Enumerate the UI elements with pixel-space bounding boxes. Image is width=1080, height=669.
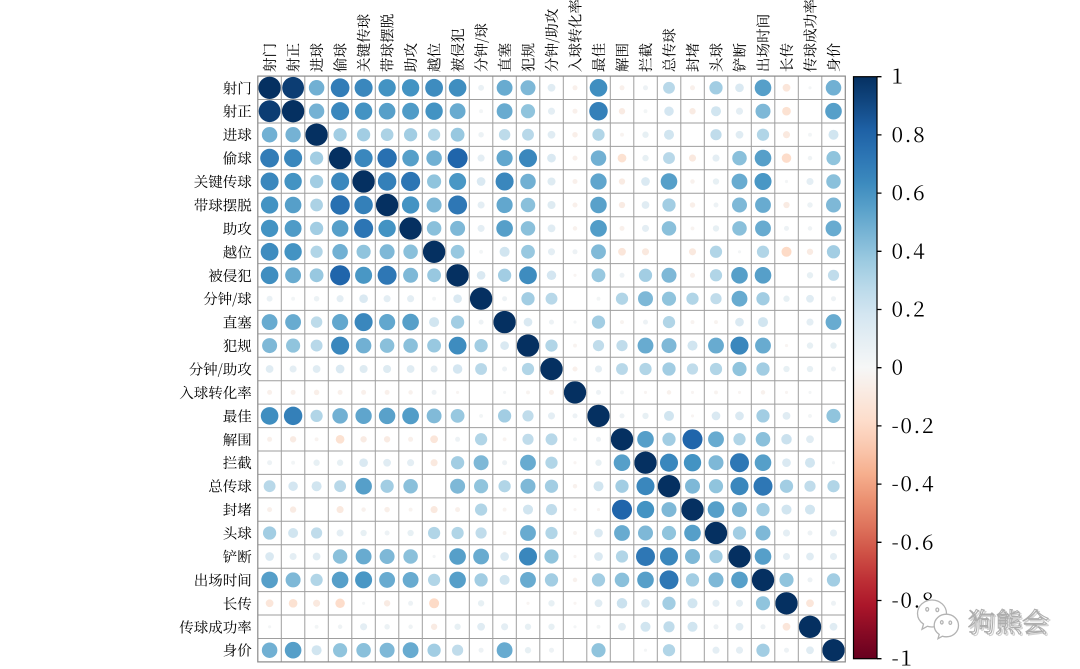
svg-text:越位: 越位 — [424, 43, 445, 73]
svg-text:带球摆脱: 带球摆脱 — [194, 195, 252, 216]
svg-text:铲断: 铲断 — [223, 546, 252, 567]
svg-text:-1: -1 — [892, 643, 914, 669]
svg-text:总传球: 总传球 — [208, 476, 252, 497]
svg-text:入球转化率: 入球转化率 — [565, 0, 586, 72]
svg-text:射正: 射正 — [223, 101, 252, 122]
svg-text:封堵: 封堵 — [682, 43, 703, 73]
svg-text:助攻: 助攻 — [223, 218, 252, 239]
svg-text:传球成功率: 传球成功率 — [179, 616, 252, 637]
svg-text:-0.6: -0.6 — [892, 526, 936, 556]
svg-text:长传: 长传 — [776, 43, 797, 73]
svg-text:射门: 射门 — [259, 43, 280, 72]
svg-text:关键传球: 关键传球 — [353, 13, 374, 72]
svg-text:犯规: 犯规 — [518, 43, 539, 73]
svg-text:带球摆脱: 带球摆脱 — [377, 13, 398, 72]
svg-text:偷球: 偷球 — [330, 43, 351, 73]
svg-text:关键传球: 关键传球 — [194, 171, 252, 192]
svg-text:拦截: 拦截 — [223, 452, 252, 473]
svg-text:出场时间: 出场时间 — [194, 569, 252, 590]
svg-text:犯规: 犯规 — [223, 335, 252, 356]
svg-text:狗熊会: 狗熊会 — [970, 603, 1051, 642]
svg-text:射门: 射门 — [223, 77, 252, 98]
svg-text:拦截: 拦截 — [635, 43, 656, 73]
svg-text:偷球: 偷球 — [223, 148, 252, 169]
svg-text:分钟/助攻: 分钟/助攻 — [541, 8, 562, 72]
svg-text:封堵: 封堵 — [223, 499, 252, 520]
svg-text:1: 1 — [892, 61, 905, 91]
svg-text:分钟/球: 分钟/球 — [471, 23, 492, 72]
svg-text:狗熊会: 狗熊会 — [968, 601, 1049, 640]
svg-text:进球: 进球 — [306, 43, 327, 73]
svg-text:0: 0 — [892, 352, 905, 382]
svg-text:0.4: 0.4 — [892, 235, 927, 265]
svg-text:0.2: 0.2 — [892, 294, 927, 324]
svg-text:越位: 越位 — [223, 241, 252, 262]
svg-text:射正: 射正 — [283, 43, 304, 73]
svg-text:分钟/助攻: 分钟/助攻 — [189, 359, 253, 380]
svg-text:铲断: 铲断 — [729, 43, 750, 73]
svg-text:助攻: 助攻 — [400, 43, 421, 73]
svg-text:身价: 身价 — [823, 43, 844, 73]
svg-text:头球: 头球 — [223, 523, 252, 544]
svg-text:最佳: 最佳 — [588, 43, 609, 73]
svg-text:0.8: 0.8 — [892, 119, 927, 149]
svg-text:身价: 身价 — [223, 640, 252, 661]
svg-text:长传: 长传 — [223, 593, 252, 614]
svg-text:分钟/球: 分钟/球 — [203, 288, 252, 309]
svg-text:解围: 解围 — [223, 429, 252, 450]
svg-text:传球成功率: 传球成功率 — [800, 0, 821, 72]
svg-text:头球: 头球 — [706, 43, 727, 73]
svg-text:出场时间: 出场时间 — [753, 14, 774, 72]
svg-text:进球: 进球 — [223, 124, 252, 145]
svg-text:最佳: 最佳 — [223, 405, 252, 426]
svg-text:0.6: 0.6 — [892, 177, 927, 207]
svg-text:直塞: 直塞 — [494, 43, 515, 73]
svg-text:解围: 解围 — [612, 43, 633, 72]
svg-text:总传球: 总传球 — [659, 28, 680, 72]
svg-text:-0.4: -0.4 — [892, 468, 936, 498]
svg-text:被侵犯: 被侵犯 — [447, 28, 468, 72]
svg-text:直塞: 直塞 — [223, 312, 252, 333]
svg-text:入球转化率: 入球转化率 — [179, 382, 252, 403]
svg-text:-0.2: -0.2 — [892, 410, 936, 440]
svg-text:被侵犯: 被侵犯 — [208, 265, 252, 286]
